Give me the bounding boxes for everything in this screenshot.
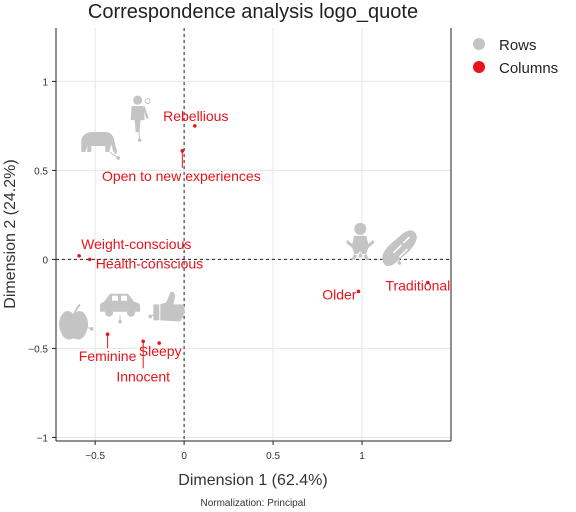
row-point-baby [346, 222, 375, 260]
column-marker [192, 124, 197, 128]
column-marker [88, 257, 92, 262]
column-label: Feminine [79, 348, 137, 364]
column-label: Health-conscious [96, 255, 203, 271]
legend-marker-rows [473, 38, 485, 50]
column-marker [426, 280, 430, 285]
y-tick-label: 1 [42, 77, 48, 88]
column-marker [141, 339, 145, 344]
column-marker [180, 149, 185, 153]
legend-label-columns: Columns [499, 60, 558, 77]
zero-lines [56, 28, 451, 441]
y-axis-title: Dimension 2 (24.2%) [2, 159, 19, 308]
x-tick-label: 1 [359, 451, 365, 462]
row-icons [59, 95, 417, 340]
column-label: Innocent [116, 368, 170, 384]
column-point-open-to-new-experiences: Open to new experiences [102, 149, 261, 184]
chart-title: Correspondence analysis logo_quote [88, 1, 418, 23]
column-marker [356, 289, 361, 294]
column-point-feminine: Feminine [79, 332, 137, 364]
column-marker [105, 332, 110, 336]
gridlines [56, 28, 451, 441]
column-point-sleepy: Sleepy [139, 341, 182, 359]
normalization-note: Normalization: Principal [200, 498, 305, 509]
column-point-rebellious: Rebellious [163, 108, 228, 128]
row-point-apple [59, 303, 94, 340]
x-tick-label: 0.5 [266, 451, 280, 462]
row-point-thumbs-up [148, 291, 186, 322]
column-marker [77, 254, 81, 258]
legend-marker-columns [473, 61, 485, 73]
legend: Rows Columns [473, 37, 558, 77]
column-label: Weight-conscious [81, 236, 191, 252]
row-point-bread [382, 230, 417, 266]
legend-label-rows: Rows [499, 37, 537, 54]
thumbs-up-icon [153, 291, 186, 322]
column-point-innocent: Innocent [116, 339, 170, 384]
y-tick-label: −0.5 [28, 344, 48, 355]
row-point-elephant [81, 131, 121, 160]
x-axis-title: Dimension 1 (62.4%) [178, 472, 327, 489]
column-point-older: Older [322, 286, 361, 302]
plot-axes [52, 28, 452, 445]
y-tick-label: 0.5 [34, 166, 48, 177]
car-icon [100, 293, 141, 317]
column-point-health-conscious: Health-conscious [88, 255, 203, 271]
icon-leader-line [109, 151, 119, 159]
row-point-car [100, 293, 141, 324]
apple-icon [59, 303, 89, 340]
column-label: Older [322, 286, 357, 302]
tick-labels: −0.5 0 0.5 1 −1 −0.5 0 0.5 1 [28, 77, 365, 462]
row-point-hiker [130, 95, 151, 142]
hiker-icon [130, 95, 151, 133]
column-label: Rebellious [163, 108, 228, 124]
column-point-traditional: Traditional [385, 278, 450, 294]
row-marker [397, 261, 402, 265]
row-marker [89, 327, 94, 331]
column-point-weight-conscious: Weight-conscious [77, 236, 191, 258]
column-marker [157, 341, 161, 345]
x-tick-label: −0.5 [85, 451, 105, 462]
column-label: Traditional [385, 278, 450, 294]
bread-icon [382, 230, 417, 266]
column-label: Open to new experiences [102, 168, 261, 184]
column-points: Rebellious Open to new experiences Weight-… [77, 108, 450, 384]
y-tick-label: 0 [42, 255, 48, 266]
y-tick-label: −1 [37, 433, 49, 444]
column-label: Sleepy [139, 343, 182, 359]
x-tick-label: 0 [181, 451, 187, 462]
baby-icon [346, 222, 375, 260]
elephant-icon [81, 131, 117, 154]
